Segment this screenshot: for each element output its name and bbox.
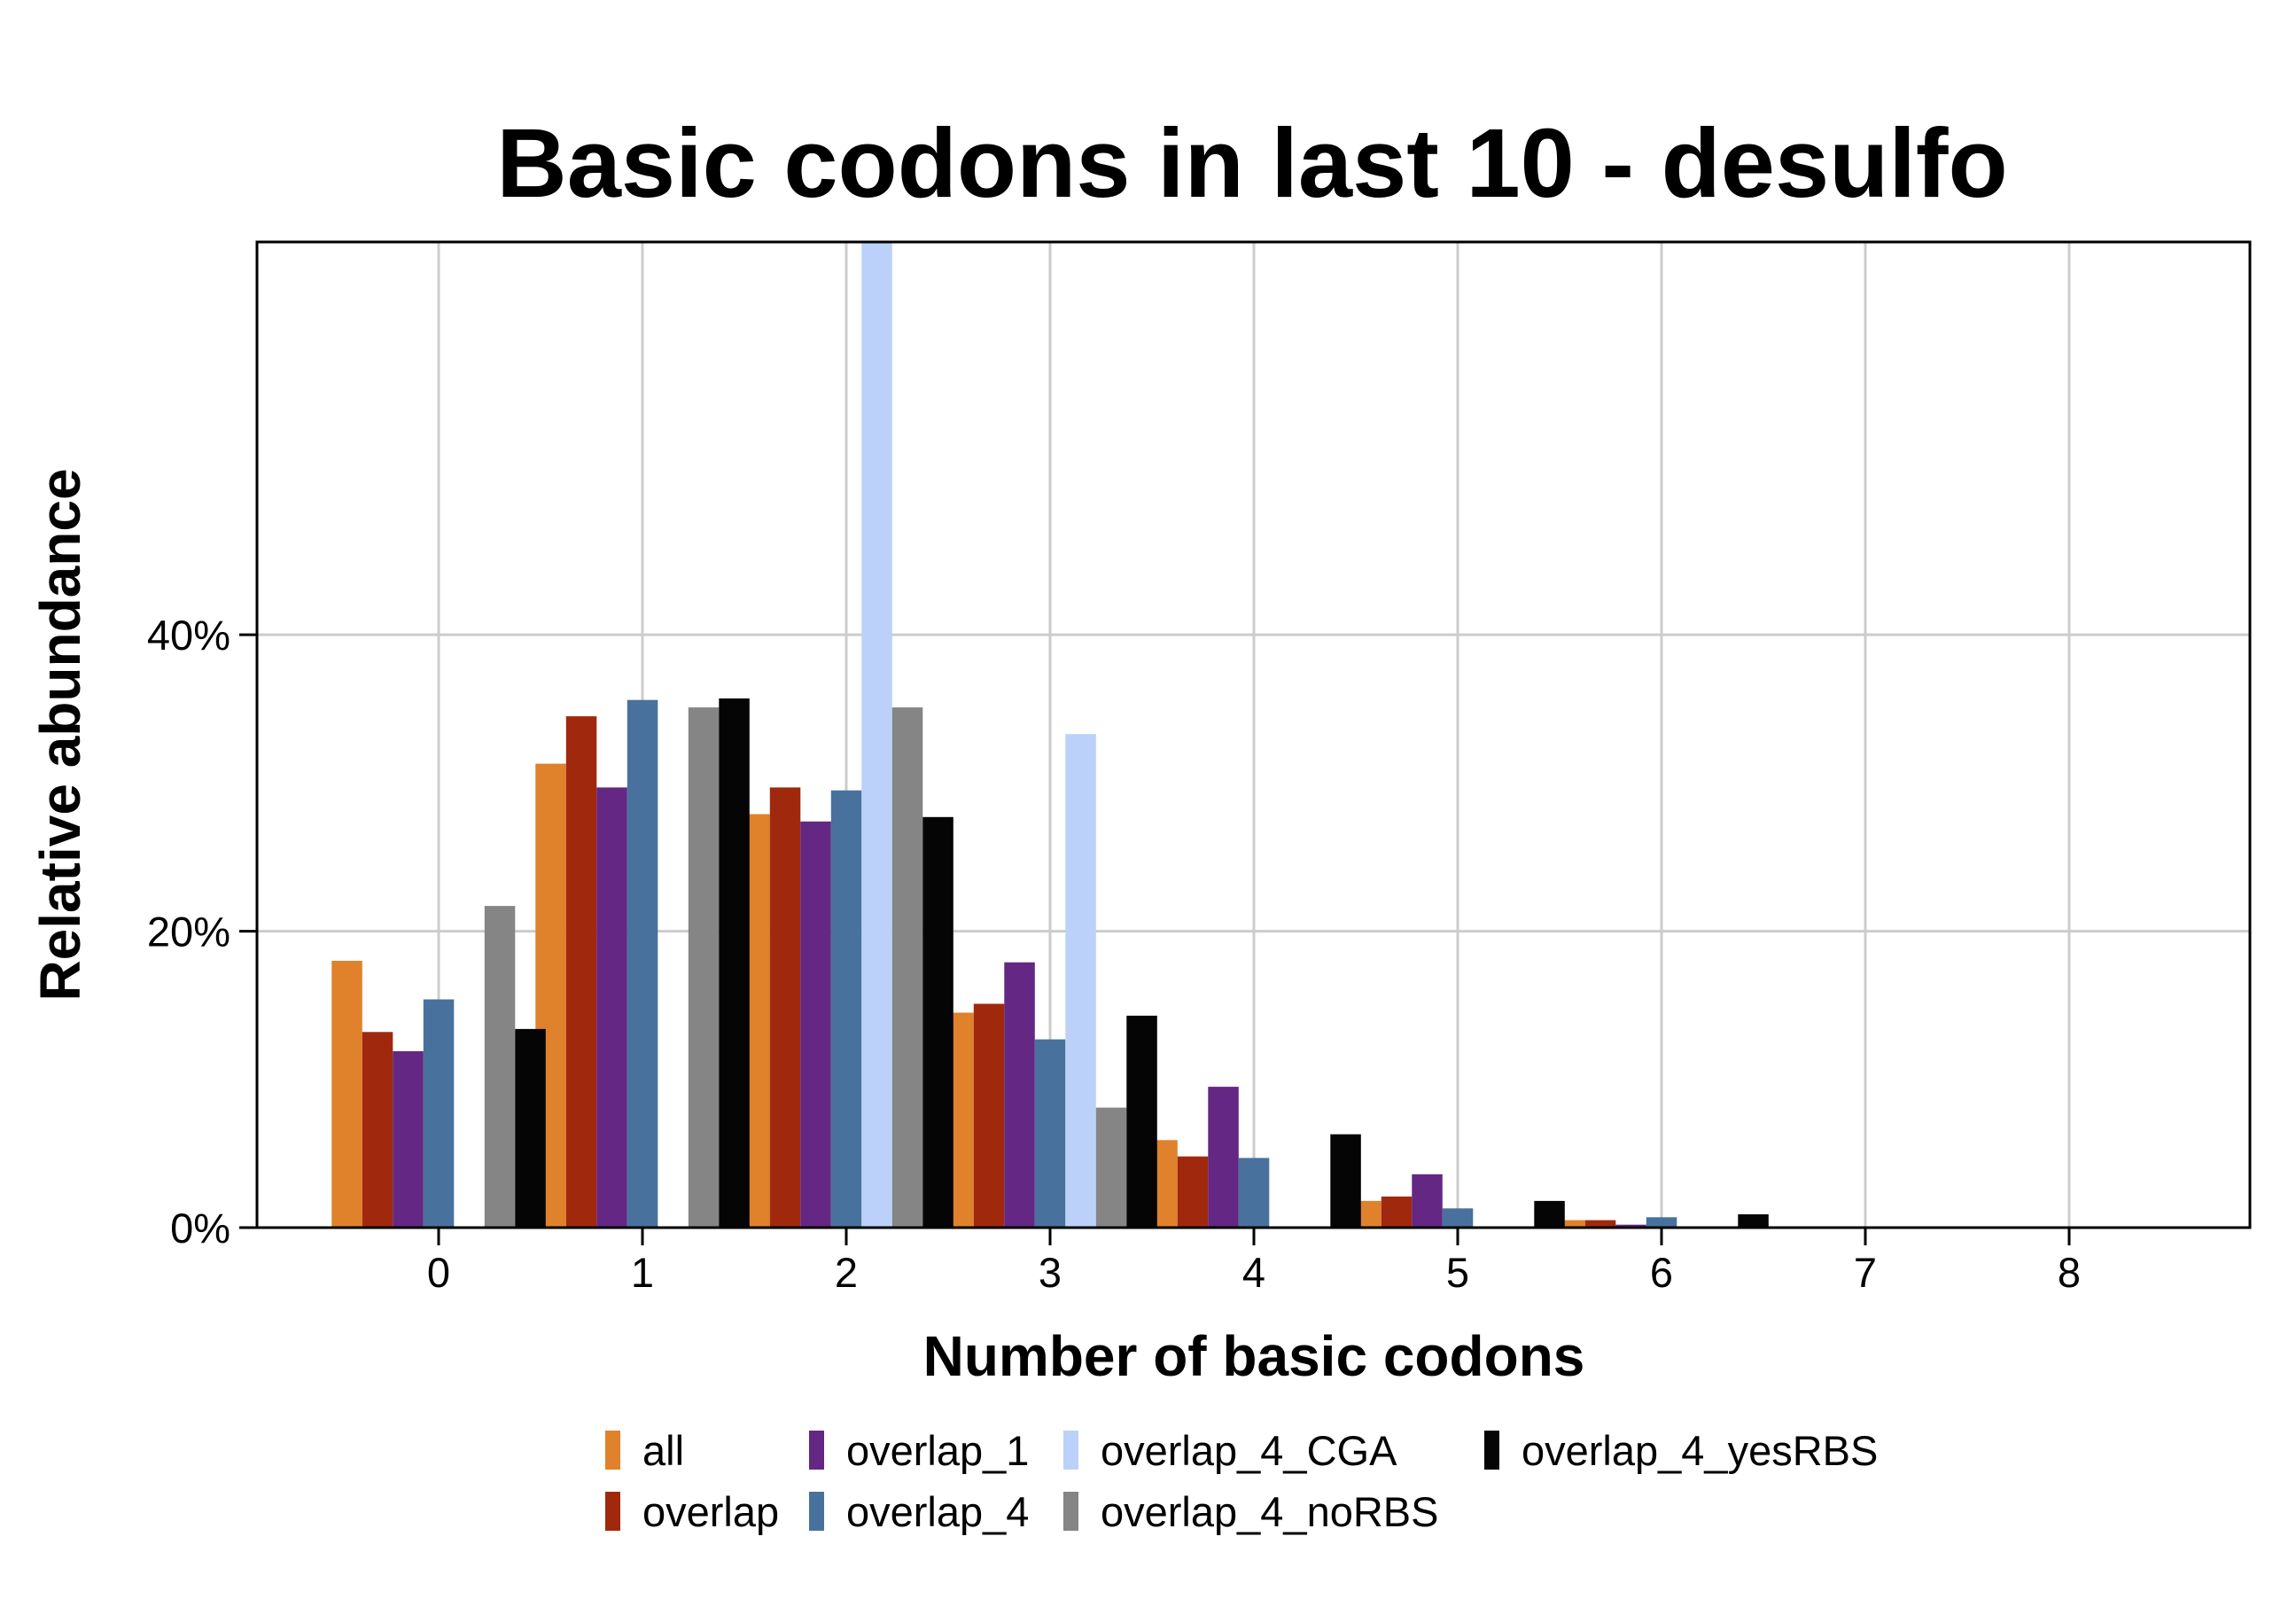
x-tick-label: 0 — [427, 1249, 450, 1296]
x-tick-label: 3 — [1039, 1249, 1062, 1296]
x-axis-title: Number of basic codons — [923, 1324, 1585, 1388]
bar-overlap_4_noRBS-0 — [484, 906, 516, 1228]
x-tick-label: 4 — [1242, 1249, 1265, 1296]
legend-item-overlap_4_yesRBS: overlap_4_yesRBS — [1484, 1427, 1878, 1474]
bar-overlap-5 — [1381, 1196, 1413, 1228]
legend-item-overlap_4_noRBS: overlap_4_noRBS — [1063, 1488, 1439, 1535]
bar-overlap-1 — [565, 716, 597, 1228]
x-tick-label: 1 — [631, 1249, 654, 1296]
bar-overlap_4-4 — [1238, 1158, 1270, 1228]
bar-overlap_4-2 — [830, 790, 862, 1228]
bar-overlap_4_noRBS-2 — [891, 707, 923, 1228]
legend-swatch — [809, 1431, 824, 1470]
bar-overlap-0 — [362, 1032, 393, 1228]
bar-overlap_4_CGA-3 — [1065, 734, 1096, 1228]
legend-item-overlap_4_CGA: overlap_4_CGA — [1063, 1427, 1397, 1474]
y-tick-label: 0% — [170, 1205, 230, 1252]
chart-title: Basic codons in last 10 - desulfo — [496, 109, 2007, 218]
bar-overlap_1-4 — [1208, 1087, 1239, 1228]
bar-overlap-4 — [1177, 1156, 1209, 1228]
bar-overlap_4_yesRBS-4 — [1330, 1134, 1361, 1228]
bar-overlap_1-1 — [596, 787, 627, 1228]
bar-all-0 — [331, 961, 362, 1228]
bar-overlap_4_yesRBS-5 — [1534, 1200, 1565, 1228]
bar-overlap_4-0 — [423, 999, 455, 1228]
bar-overlap_4-3 — [1034, 1039, 1066, 1228]
legend: all overlap overlap_1 overlap_4 overlap_4_CG… — [605, 1427, 1878, 1535]
legend-item-overlap_1: overlap_1 — [809, 1427, 1029, 1474]
legend-label: overlap_4_yesRBS — [1522, 1427, 1878, 1474]
bar-overlap_1-0 — [393, 1051, 424, 1228]
bar-overlap-3 — [973, 1003, 1005, 1228]
x-tick-label: 2 — [835, 1249, 858, 1296]
bar-overlap_4_yesRBS-1 — [719, 698, 750, 1228]
x-tick-label: 6 — [1650, 1249, 1673, 1296]
bar-overlap_1-6 — [1615, 1224, 1646, 1228]
legend-swatch — [605, 1492, 620, 1531]
bar-overlap_4-5 — [1442, 1208, 1474, 1228]
bar-overlap_4_noRBS-3 — [1095, 1107, 1127, 1228]
legend-label: overlap_1 — [846, 1427, 1029, 1474]
bar-overlap_4_yesRBS-2 — [922, 816, 953, 1228]
legend-swatch — [1063, 1431, 1078, 1470]
legend-swatch — [809, 1492, 824, 1531]
legend-item-overlap: overlap — [605, 1488, 779, 1535]
y-axis: 0% 20% 40% — [147, 612, 257, 1252]
bar-overlap_4_yesRBS-0 — [515, 1028, 546, 1228]
bar-overlap_1-2 — [800, 821, 831, 1228]
legend-label: overlap_4_CGA — [1101, 1427, 1397, 1474]
x-tick-label: 8 — [2058, 1249, 2081, 1296]
bar-overlap_4-6 — [1646, 1217, 1677, 1228]
bar-overlap_4_yesRBS-3 — [1126, 1015, 1157, 1228]
legend-label: overlap — [642, 1488, 779, 1535]
bar-overlap-6 — [1584, 1220, 1616, 1228]
bars — [331, 242, 1769, 1228]
x-tick-label: 7 — [1854, 1249, 1877, 1296]
bar-overlap_4_noRBS-1 — [688, 707, 720, 1228]
bar-overlap-2 — [769, 787, 801, 1228]
bar-overlap_1-5 — [1412, 1174, 1443, 1228]
bar-overlap_4_yesRBS-6 — [1738, 1214, 1769, 1228]
legend-item-overlap_4: overlap_4 — [809, 1488, 1029, 1535]
legend-label: overlap_4_noRBS — [1101, 1488, 1439, 1535]
x-axis: 0 1 2 3 4 5 6 7 8 — [427, 1228, 2081, 1296]
legend-swatch — [605, 1431, 620, 1470]
bar-overlap_4_CGA-2 — [861, 242, 892, 1228]
bar-overlap_1-3 — [1004, 962, 1035, 1228]
x-tick-label: 5 — [1446, 1249, 1469, 1296]
legend-item-all: all — [605, 1427, 684, 1474]
y-axis-title: Relative abundance — [28, 468, 92, 1001]
bar-all-6 — [1554, 1220, 1585, 1228]
bar-overlap_4-1 — [627, 699, 658, 1228]
legend-swatch — [1484, 1431, 1499, 1470]
y-tick-label: 40% — [147, 612, 230, 659]
legend-label: all — [642, 1427, 684, 1474]
y-tick-label: 20% — [147, 909, 230, 956]
legend-label: overlap_4 — [846, 1488, 1029, 1535]
legend-swatch — [1063, 1492, 1078, 1531]
